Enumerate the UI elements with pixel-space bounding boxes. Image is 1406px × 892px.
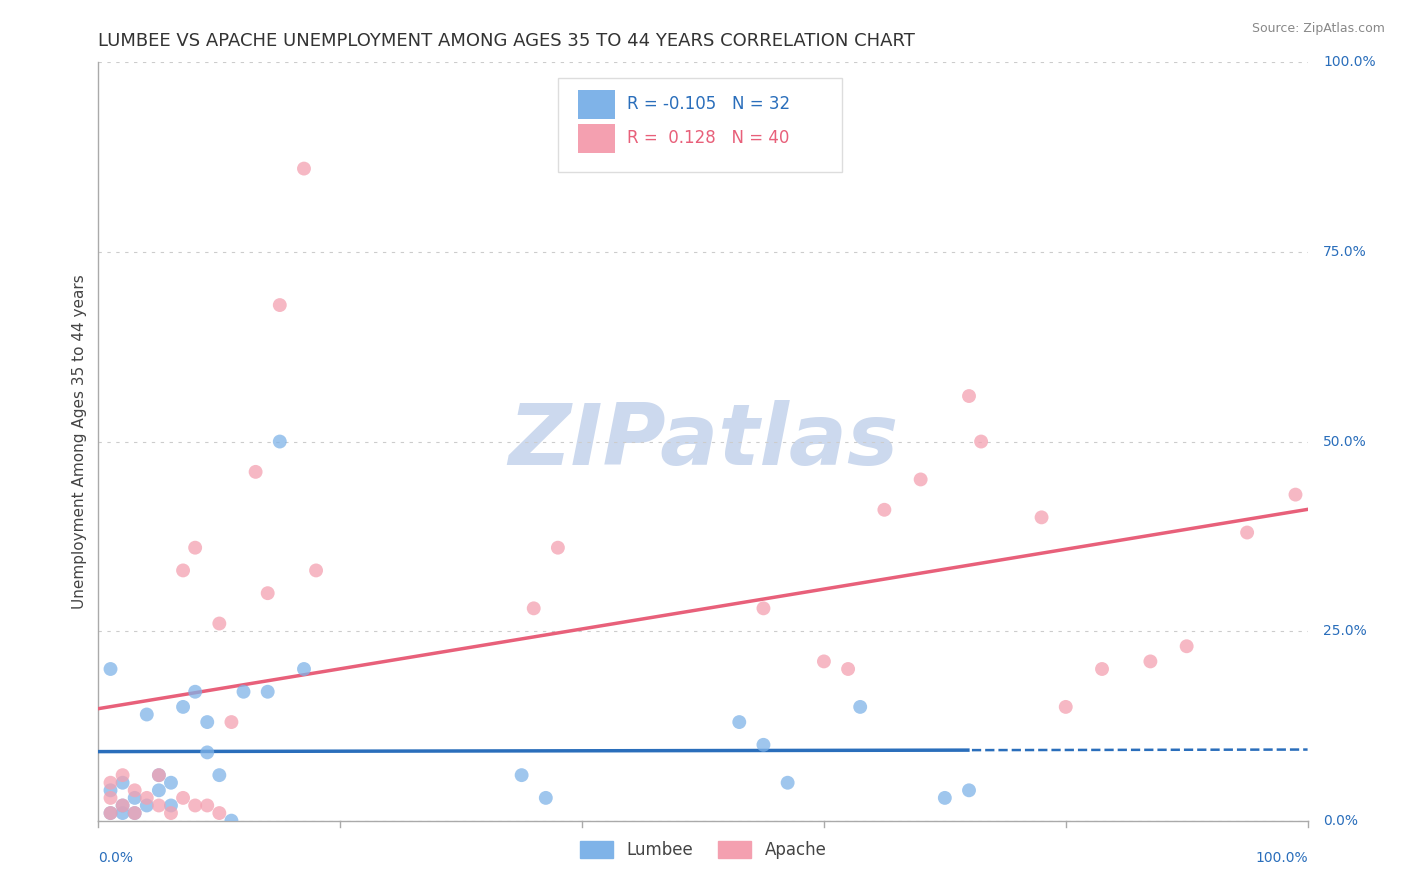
Point — [111, 798, 134, 813]
Point — [232, 685, 254, 699]
Text: LUMBEE VS APACHE UNEMPLOYMENT AMONG AGES 35 TO 44 YEARS CORRELATION CHART: LUMBEE VS APACHE UNEMPLOYMENT AMONG AGES… — [98, 32, 915, 50]
Point — [221, 814, 243, 828]
Point — [523, 601, 546, 615]
Point — [245, 465, 267, 479]
Point — [849, 699, 872, 714]
Point — [160, 776, 183, 790]
Point — [292, 662, 315, 676]
Point — [728, 715, 751, 730]
Point — [837, 662, 859, 676]
Point — [305, 564, 328, 578]
Point — [184, 541, 207, 555]
Point — [1031, 510, 1053, 524]
FancyBboxPatch shape — [558, 78, 842, 172]
Point — [135, 791, 157, 805]
Point — [1091, 662, 1114, 676]
Point — [957, 783, 980, 797]
Point — [100, 806, 122, 821]
Point — [208, 616, 231, 631]
Point — [195, 715, 218, 730]
Point — [910, 473, 932, 487]
Point — [160, 806, 183, 821]
Point — [172, 699, 194, 714]
Point — [534, 791, 557, 805]
Point — [195, 746, 218, 760]
Point — [172, 791, 194, 805]
Point — [100, 783, 122, 797]
Text: ZIPatlas: ZIPatlas — [508, 400, 898, 483]
Point — [184, 685, 207, 699]
Point — [172, 564, 194, 578]
Point — [135, 798, 157, 813]
Point — [1284, 487, 1306, 501]
Point — [873, 503, 896, 517]
Text: 100.0%: 100.0% — [1256, 851, 1308, 865]
Point — [269, 434, 291, 449]
Text: 75.0%: 75.0% — [1323, 245, 1367, 259]
Legend: Lumbee, Apache: Lumbee, Apache — [572, 834, 834, 865]
Text: Source: ZipAtlas.com: Source: ZipAtlas.com — [1251, 22, 1385, 36]
Point — [510, 768, 533, 782]
Point — [124, 806, 146, 821]
Point — [957, 389, 980, 403]
Point — [208, 768, 231, 782]
Point — [100, 662, 122, 676]
Point — [124, 806, 146, 821]
Point — [1139, 655, 1161, 669]
Point — [148, 768, 170, 782]
Point — [752, 601, 775, 615]
Point — [148, 768, 170, 782]
FancyBboxPatch shape — [578, 90, 614, 119]
Point — [1175, 639, 1198, 653]
Point — [111, 806, 134, 821]
Point — [256, 586, 278, 600]
Point — [1236, 525, 1258, 540]
FancyBboxPatch shape — [578, 124, 614, 153]
Point — [292, 161, 315, 176]
Point — [184, 798, 207, 813]
Point — [124, 783, 146, 797]
Point — [100, 776, 122, 790]
Point — [124, 791, 146, 805]
Point — [100, 806, 122, 821]
Text: 0.0%: 0.0% — [1323, 814, 1358, 828]
Point — [221, 715, 243, 730]
Y-axis label: Unemployment Among Ages 35 to 44 years: Unemployment Among Ages 35 to 44 years — [72, 274, 87, 609]
Point — [208, 806, 231, 821]
Text: 50.0%: 50.0% — [1323, 434, 1367, 449]
Point — [813, 655, 835, 669]
Point — [100, 791, 122, 805]
Point — [1054, 699, 1077, 714]
Point — [148, 798, 170, 813]
Text: 100.0%: 100.0% — [1323, 55, 1376, 70]
Point — [148, 783, 170, 797]
Point — [111, 768, 134, 782]
Point — [111, 776, 134, 790]
Text: R =  0.128   N = 40: R = 0.128 N = 40 — [627, 129, 789, 147]
Point — [776, 776, 799, 790]
Point — [970, 434, 993, 449]
Point — [160, 798, 183, 813]
Point — [135, 707, 157, 722]
Point — [934, 791, 956, 805]
Point — [752, 738, 775, 752]
Text: 25.0%: 25.0% — [1323, 624, 1367, 638]
Text: R = -0.105   N = 32: R = -0.105 N = 32 — [627, 95, 790, 113]
Point — [547, 541, 569, 555]
Text: 0.0%: 0.0% — [98, 851, 134, 865]
Point — [269, 298, 291, 312]
Point — [111, 798, 134, 813]
Point — [256, 685, 278, 699]
Point — [195, 798, 218, 813]
